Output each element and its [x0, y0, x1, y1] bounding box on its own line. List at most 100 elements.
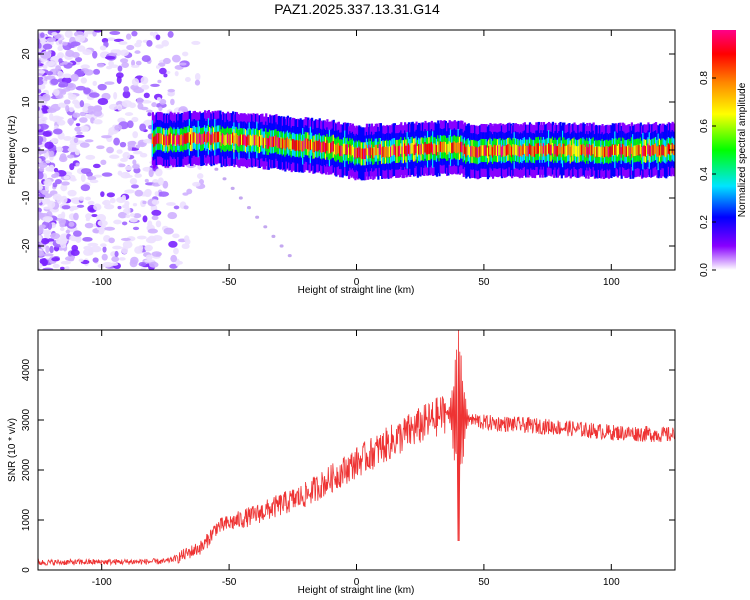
spectrogram-noise-blob — [38, 141, 43, 146]
spectrogram-ridge-cell — [387, 147, 390, 158]
spectrogram-ridge-cell — [611, 144, 614, 155]
spectrogram-ridge-cell — [447, 143, 450, 155]
spectrogram-noise-blob — [129, 259, 138, 268]
spectrogram-noise-blob — [92, 68, 101, 75]
spectrogram-ridge-cell — [160, 133, 163, 145]
spectrogram-ridge-cell — [261, 134, 264, 146]
spectrogram-ridge-cell — [353, 146, 356, 158]
spectrogram-noise-blob — [38, 70, 46, 74]
spectrogram-noise-blob — [41, 93, 51, 102]
spectrogram-noise-blob — [72, 112, 81, 118]
spectrogram-noise-blob — [169, 263, 178, 269]
spectrogram-ridge-cell — [307, 138, 310, 150]
spectrogram-ridge-cell — [458, 143, 461, 154]
spectrogram-noise-blob — [102, 246, 107, 253]
spectrogram-noise-blob — [48, 164, 55, 173]
snr-series-line — [38, 330, 675, 567]
spectrogram-ridge-cell — [587, 147, 590, 158]
spectrogram-ridge-cell — [229, 134, 232, 145]
spectrogram-ridge-cell — [582, 143, 585, 155]
spectrogram-noise-blob — [49, 150, 55, 157]
spectrogram-ridge-cell — [363, 148, 366, 160]
spectrogram-ridge-cell — [498, 144, 501, 156]
spectrogram-ridge-cell — [237, 135, 240, 146]
spectrogram-y-tick-label: 10 — [21, 96, 32, 108]
spectrogram-noise-blob — [147, 228, 158, 234]
spectrogram-noise-blob — [59, 266, 65, 270]
spectrogram-noise-blob — [136, 39, 143, 45]
spectrogram-noise-blob — [104, 226, 116, 231]
spectrogram-ridge-cell — [347, 147, 351, 158]
spectrogram-noise-blob — [45, 60, 56, 67]
spectrogram-y-tick-label: -20 — [21, 238, 32, 253]
spectrogram-ridge-cell — [616, 145, 619, 157]
spectrogram-ridge-cell — [601, 145, 604, 156]
spectrogram-ridge-cell — [456, 142, 459, 154]
spectrogram-ridge-cell — [298, 140, 301, 152]
spectrogram-ridge-cell — [415, 142, 418, 154]
spectrogram-ridge-cell — [628, 145, 631, 156]
spectrogram-ridge-cell — [536, 143, 539, 154]
spectrogram-noise-blob — [158, 191, 170, 197]
spectrogram-noise-blob — [145, 236, 157, 244]
spectrogram-noise-blob — [154, 191, 159, 197]
spectrogram-ridge-cell — [477, 147, 481, 158]
spectrogram-noise-blob — [93, 203, 102, 211]
colorbar-label: Normalized spectral amplitude — [737, 82, 748, 217]
spectrogram-ridge-cell — [423, 144, 426, 155]
spectrogram-ridge-cell — [500, 146, 504, 158]
spectrogram-ridge-cell — [296, 139, 300, 151]
spectrogram-ridge-cell — [383, 147, 386, 158]
spectrogram-noise-blob — [167, 88, 176, 93]
spectrogram-ridge-cell — [401, 146, 404, 157]
spectrogram-ridge-cell — [486, 147, 490, 159]
spectrogram-noise-blob — [155, 34, 161, 41]
spectrogram-ridge-cell — [527, 145, 530, 157]
spectrogram-noise-blob — [38, 158, 42, 163]
spectrogram-noise-blob — [108, 52, 118, 57]
spectrogram-noise-blob — [144, 178, 149, 183]
colorbar-tick-label: 0.4 — [699, 167, 710, 181]
spectrogram-ridge-cell — [402, 146, 405, 157]
spectrogram-noise-blob — [139, 123, 147, 132]
spectrogram-noise-blob — [142, 215, 148, 223]
spectrogram-noise-blob — [136, 235, 147, 240]
spectrogram-noise-blob — [132, 159, 137, 165]
spectrogram-ridge-cell — [359, 147, 362, 159]
spectrogram-ridge-cell — [581, 144, 584, 156]
spectrogram-ridge-cell — [598, 146, 602, 157]
spectrogram-ridge-cell — [463, 143, 467, 155]
spectrogram-noise-blob — [61, 181, 70, 186]
spectrogram-ridge-cell — [165, 134, 168, 146]
spectrogram-ridge-cell — [476, 147, 479, 159]
spectrogram-noise-blob — [158, 106, 163, 111]
spectrogram-noise-blob — [99, 45, 107, 51]
spectrogram-noise-blob — [127, 120, 134, 129]
spectrogram-noise-blob — [109, 262, 119, 266]
spectrogram-noise-blob — [157, 79, 162, 84]
spectrogram-noise-blob — [118, 257, 126, 261]
spectrogram-noise-blob — [65, 105, 70, 113]
spectrogram-trail-blob — [222, 177, 227, 181]
spectrogram-ridge-cell — [155, 133, 158, 145]
spectrogram-noise-blob — [170, 254, 178, 263]
spectrogram-noise-blob — [80, 125, 89, 132]
spectrogram-noise-blob — [141, 84, 150, 90]
spectrogram-noise-blob — [119, 49, 129, 57]
spectrogram-noise-blob — [47, 221, 53, 230]
spectrogram-noise-blob — [65, 82, 77, 91]
spectrogram-noise-blob — [183, 205, 189, 210]
spectrogram-ridge-cell — [311, 138, 314, 150]
spectrogram-noise-blob — [116, 149, 123, 154]
spectrogram-ridge-cell — [350, 146, 353, 157]
spectrogram-noise-blob — [68, 143, 77, 150]
spectrogram-noise-blob — [104, 81, 115, 85]
spectrogram-noise-blob — [114, 250, 119, 258]
spectrogram-ridge-cell — [294, 140, 297, 151]
spectrogram-noise-blob — [120, 237, 131, 242]
spectrogram-ridge-cell — [355, 146, 358, 158]
spectrogram-ridge-cell — [351, 144, 354, 156]
spectrogram-noise-blob — [60, 195, 68, 204]
spectrogram-noise-blob — [89, 179, 99, 184]
spectrogram-ridge-cell — [174, 135, 177, 147]
